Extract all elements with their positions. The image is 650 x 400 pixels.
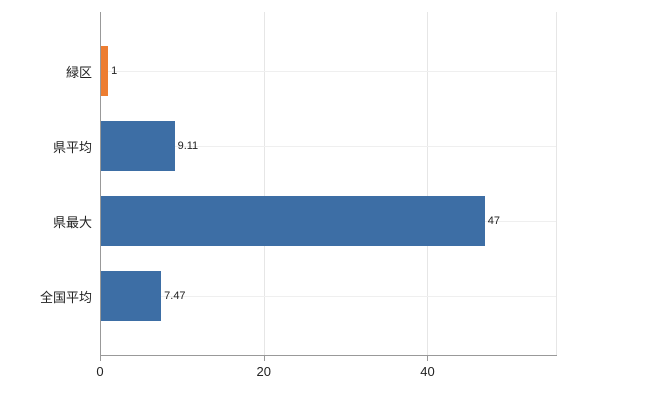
y-gridline	[100, 296, 556, 297]
x-axis-tick	[427, 356, 429, 361]
x-tick-label: 20	[256, 364, 271, 379]
bar-row: 全国平均 7.47	[0, 271, 556, 321]
bar-row: 県最大 47	[0, 196, 556, 246]
bar	[100, 46, 109, 96]
value-label: 1	[111, 65, 118, 77]
x-axis-tick	[100, 356, 101, 361]
bar-row: 県平均 9.11	[0, 121, 556, 171]
bar-row: 緑区 1	[0, 46, 556, 96]
x-axis-line	[100, 355, 557, 356]
value-label: 47	[487, 215, 501, 227]
category-label: 県最大	[52, 214, 92, 230]
bar	[100, 271, 162, 321]
y-axis-line	[100, 12, 101, 356]
bar-rows: 緑区 1 県平均 9.11 県最大 47 全国平均 7.47	[0, 12, 556, 355]
category-label: 県平均	[52, 139, 92, 155]
value-label: 7.47	[164, 290, 186, 302]
y-gridline	[100, 71, 556, 72]
category-label: 緑区	[65, 64, 92, 80]
x-gridline	[263, 12, 265, 355]
value-label: 9.11	[177, 140, 199, 152]
plot-right-border	[556, 12, 557, 355]
x-tick-label: 0	[96, 364, 104, 379]
bar	[100, 196, 485, 246]
x-gridline	[427, 12, 429, 355]
category-label: 全国平均	[39, 289, 92, 305]
bar	[100, 121, 175, 171]
x-axis-tick	[263, 356, 265, 361]
x-tick-label: 40	[420, 364, 435, 379]
y-gridline	[100, 146, 556, 147]
